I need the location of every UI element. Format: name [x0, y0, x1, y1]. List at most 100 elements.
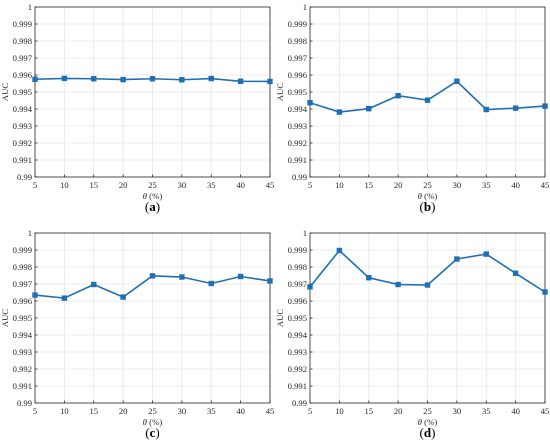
x-tick-label: 20: [119, 406, 128, 416]
x-tick-label: 10: [335, 180, 344, 190]
y-tick-label: 0.991: [288, 155, 307, 165]
x-tick-label: 40: [511, 180, 520, 190]
x-tick-label: 45: [541, 180, 550, 190]
x-tick-label: 45: [266, 180, 275, 190]
y-tick-label: 0.997: [288, 279, 308, 289]
y-tick-label: 1: [28, 2, 32, 12]
data-point: [179, 77, 185, 83]
panel-caption: (a): [145, 199, 160, 214]
x-axis-title: θ (%): [143, 191, 163, 201]
caption-letter: b: [424, 199, 431, 214]
caption-letter: a: [149, 199, 156, 214]
data-point: [395, 281, 401, 288]
y-tick-label: 0.99: [17, 398, 32, 408]
y-tick-label: 0.992: [288, 138, 307, 148]
y-tick-label: 0.999: [288, 245, 307, 255]
chart-panel-d: 5 10 15 20 25 30 35 40 45 0.99 0.991 0.992 0.993 0.99…: [275, 228, 549, 440]
data-point: [61, 295, 68, 301]
data-point: [91, 76, 97, 82]
data-point: [179, 274, 185, 280]
data-point: [237, 78, 244, 84]
x-tick-label: 40: [511, 406, 520, 416]
caption-letter: c: [150, 425, 156, 440]
caption-open: (: [145, 425, 149, 440]
y-tick-label: 0.99: [292, 398, 307, 408]
panel-caption: (c): [145, 425, 159, 440]
y-tick-label: 0.998: [288, 36, 307, 46]
x-tick-label: 30: [453, 406, 462, 416]
x-tick-label: 45: [541, 406, 550, 416]
x-axis-unit: (%): [147, 417, 162, 427]
data-point: [120, 294, 126, 300]
y-tick-label: 0.99: [17, 172, 32, 182]
data-point: [512, 270, 519, 276]
y-tick-label: 0.992: [13, 364, 32, 374]
x-axis-unit: (%): [422, 191, 437, 201]
data-point: [454, 256, 460, 262]
y-tick-label: 0.998: [13, 262, 32, 272]
x-tick-label: 40: [236, 180, 245, 190]
y-tick-label: 0.993: [13, 347, 32, 357]
data-point: [366, 105, 372, 112]
data-point: [483, 106, 489, 113]
caption-close: ): [155, 425, 159, 440]
y-axis-title: AUC: [275, 83, 285, 102]
x-tick-label: 5: [33, 406, 37, 416]
data-point: [336, 109, 343, 115]
y-tick-label: 1: [303, 2, 307, 12]
y-tick-label: 0.998: [288, 262, 307, 272]
x-tick-label: 30: [453, 180, 462, 190]
x-tick-label: 5: [308, 406, 312, 416]
x-tick-label: 15: [364, 180, 373, 190]
x-axis-symbol: θ: [143, 191, 148, 201]
y-tick-label: 1: [303, 228, 307, 238]
y-tick-label: 0.991: [13, 381, 32, 391]
caption-close: ): [156, 199, 160, 214]
x-tick-label: 35: [207, 406, 216, 416]
y-tick-label: 0.999: [288, 19, 307, 29]
data-point: [483, 251, 489, 257]
x-tick-label: 25: [148, 180, 157, 190]
y-tick-label: 0.994: [288, 330, 308, 340]
x-tick-label: 40: [236, 406, 245, 416]
y-tick-label: 0.996: [288, 296, 308, 306]
data-point: [366, 275, 372, 281]
panel-caption: (d): [420, 425, 436, 440]
panel-caption: (b): [420, 199, 436, 214]
x-axis-unit: (%): [422, 417, 437, 427]
x-tick-label: 15: [89, 406, 98, 416]
data-point: [120, 76, 126, 83]
data-point: [237, 273, 244, 280]
y-tick-label: 0.997: [13, 53, 33, 63]
y-tick-label: 0.993: [13, 121, 32, 131]
x-tick-label: 25: [148, 406, 157, 416]
data-point: [424, 282, 431, 288]
x-axis-title: θ (%): [143, 417, 163, 427]
x-tick-label: 35: [482, 406, 491, 416]
data-point: [267, 78, 273, 85]
y-tick-label: 0.996: [13, 70, 33, 80]
data-point: [208, 280, 214, 287]
data-point: [149, 273, 156, 279]
x-axis-unit: (%): [147, 191, 162, 201]
x-axis-symbol: θ: [143, 417, 148, 427]
x-tick-label: 35: [482, 180, 491, 190]
y-tick-label: 0.995: [13, 313, 32, 323]
x-tick-label: 35: [207, 180, 216, 190]
y-tick-label: 0.999: [13, 245, 32, 255]
data-point: [424, 97, 431, 103]
x-axis-symbol: θ: [418, 191, 423, 201]
data-point: [208, 75, 214, 82]
y-tick-label: 0.99: [292, 172, 307, 182]
y-tick-label: 0.994: [13, 330, 33, 340]
y-tick-label: 1: [28, 228, 32, 238]
x-tick-label: 15: [364, 406, 373, 416]
data-point: [395, 93, 401, 99]
chart-panel-a: 5 10 15 20 25 30 35 40 45 0.99 0.991 0.992 0.993 0.99…: [0, 2, 274, 214]
y-axis-title: AUC: [0, 309, 10, 328]
data-point: [91, 281, 97, 288]
x-tick-label: 20: [119, 180, 128, 190]
y-tick-label: 0.995: [288, 87, 307, 97]
y-tick-label: 0.991: [288, 381, 307, 391]
